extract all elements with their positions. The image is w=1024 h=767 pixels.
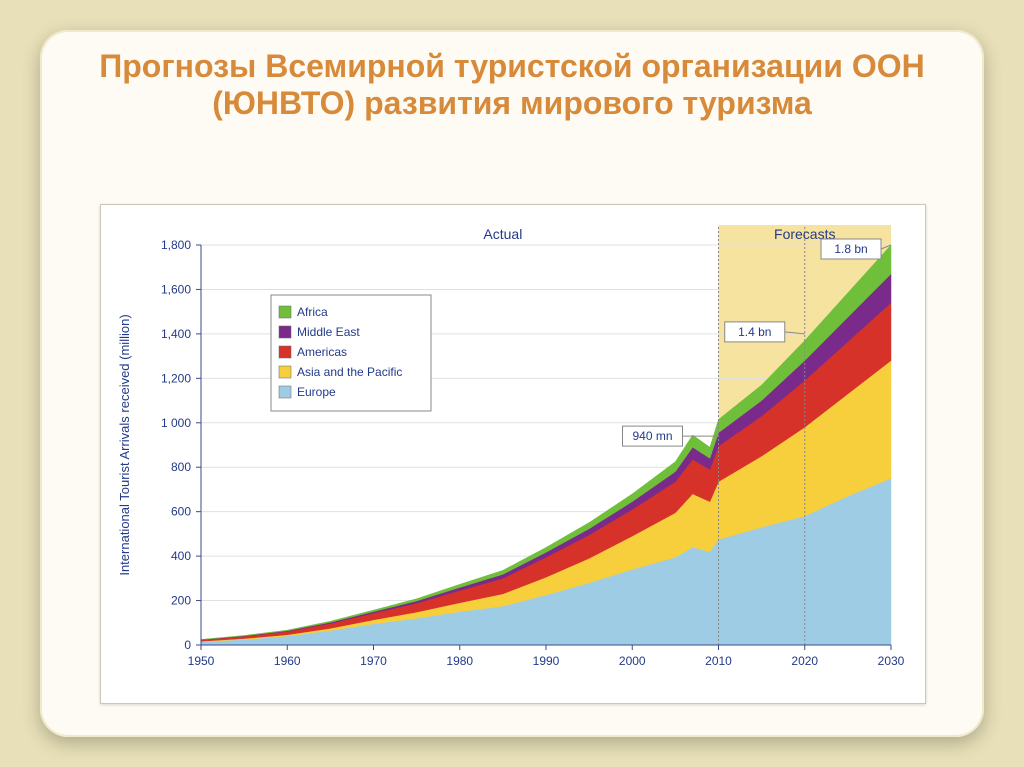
slide-title: Прогнозы Всемирной туристской организаци… <box>40 30 984 130</box>
legend-swatch <box>279 386 291 398</box>
legend-label: Africa <box>297 305 328 319</box>
section-label: Actual <box>483 226 522 242</box>
xtick-label: 2030 <box>878 654 905 668</box>
xtick-label: 1970 <box>360 654 387 668</box>
legend-label: Americas <box>297 345 347 359</box>
ytick-label: 1 000 <box>161 416 191 430</box>
stacked-area-chart: 0 200 400 600 800 1 000 1,200 1,400 1,600 1,800 19… <box>101 205 925 703</box>
legend-label: Middle East <box>297 325 360 339</box>
xtick-label: 1950 <box>188 654 215 668</box>
legend-swatch <box>279 346 291 358</box>
ytick-label: 1,600 <box>161 282 191 296</box>
slide-card: Прогнозы Всемирной туристской организаци… <box>40 30 984 737</box>
legend-swatch <box>279 306 291 318</box>
xtick-label: 2020 <box>791 654 818 668</box>
ytick-label: 1,400 <box>161 327 191 341</box>
slide-stage: Прогнозы Всемирной туристской организаци… <box>0 0 1024 767</box>
xtick-label: 1990 <box>533 654 560 668</box>
yaxis-label: International Tourist Arrivals received … <box>117 314 132 575</box>
ytick-label: 1,800 <box>161 238 191 252</box>
annotation-label: 940 mn <box>632 429 672 443</box>
chart-frame: 0 200 400 600 800 1 000 1,200 1,400 1,600 1,800 19… <box>100 204 926 704</box>
ytick-label: 1,200 <box>161 371 191 385</box>
ytick-label: 800 <box>171 460 191 474</box>
ytick-label: 600 <box>171 505 191 519</box>
xtick-label: 2000 <box>619 654 646 668</box>
legend-swatch <box>279 366 291 378</box>
xtick-label: 1980 <box>446 654 473 668</box>
xtick-label: 2010 <box>705 654 732 668</box>
legend-label: Asia and the Pacific <box>297 365 402 379</box>
legend <box>271 295 431 411</box>
annotation-label: 1.4 bn <box>738 325 771 339</box>
xtick-label: 1960 <box>274 654 301 668</box>
legend-swatch <box>279 326 291 338</box>
annotation-label: 1.8 bn <box>834 242 867 256</box>
ytick-label: 200 <box>171 594 191 608</box>
ytick-label: 0 <box>184 638 191 652</box>
ytick-label: 400 <box>171 549 191 563</box>
legend-label: Europe <box>297 385 336 399</box>
